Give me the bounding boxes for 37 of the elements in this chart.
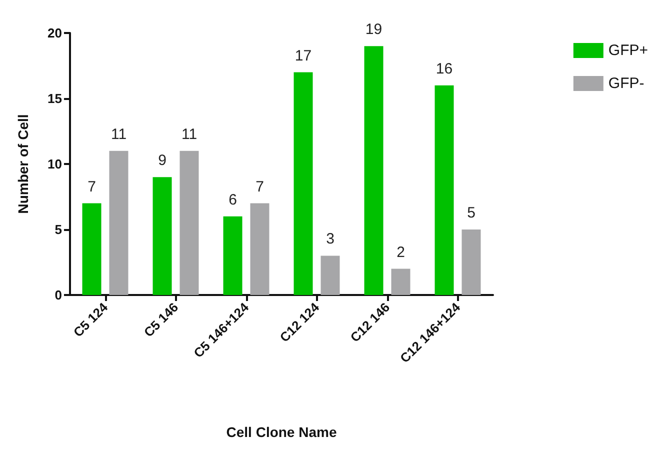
x-tick-label: C5 146 xyxy=(140,300,182,340)
y-tick-label: 15 xyxy=(48,91,62,106)
legend-label: GFP+ xyxy=(608,42,648,59)
bar xyxy=(180,150,199,295)
data-label: 19 xyxy=(365,21,382,38)
data-label: 11 xyxy=(110,126,127,143)
data-label: 9 xyxy=(158,152,166,170)
bar xyxy=(109,150,128,295)
bar xyxy=(152,177,172,295)
data-label: 17 xyxy=(294,47,312,64)
data-label: 16 xyxy=(436,60,453,78)
bar xyxy=(82,203,102,295)
bar xyxy=(391,268,410,295)
bar xyxy=(294,72,313,295)
y-tick-label: 10 xyxy=(48,156,62,172)
bar xyxy=(320,256,340,295)
x-axis-title: Cell Clone Name xyxy=(226,424,337,440)
data-label: 5 xyxy=(467,204,476,222)
y-tick-label: 0 xyxy=(54,288,62,302)
y-axis-title: Number of Cell xyxy=(15,114,31,214)
data-label: 2 xyxy=(396,244,405,261)
x-tick-label: C5 124 xyxy=(70,299,112,340)
data-label: 3 xyxy=(326,230,334,248)
x-tick-label: C12 146 xyxy=(347,300,393,346)
data-label: 11 xyxy=(181,126,198,143)
bar xyxy=(462,230,481,295)
legend-label: GFP- xyxy=(608,75,644,92)
data-label: 6 xyxy=(228,191,237,208)
y-tick-label: 5 xyxy=(54,222,62,237)
x-tick-label: C12 124 xyxy=(276,299,323,346)
bar xyxy=(364,46,384,295)
bar xyxy=(223,216,242,295)
bar xyxy=(250,203,270,295)
bar xyxy=(434,85,454,295)
y-tick-label: 20 xyxy=(48,26,62,40)
data-label: 7 xyxy=(88,178,96,196)
data-label: 7 xyxy=(256,178,264,196)
